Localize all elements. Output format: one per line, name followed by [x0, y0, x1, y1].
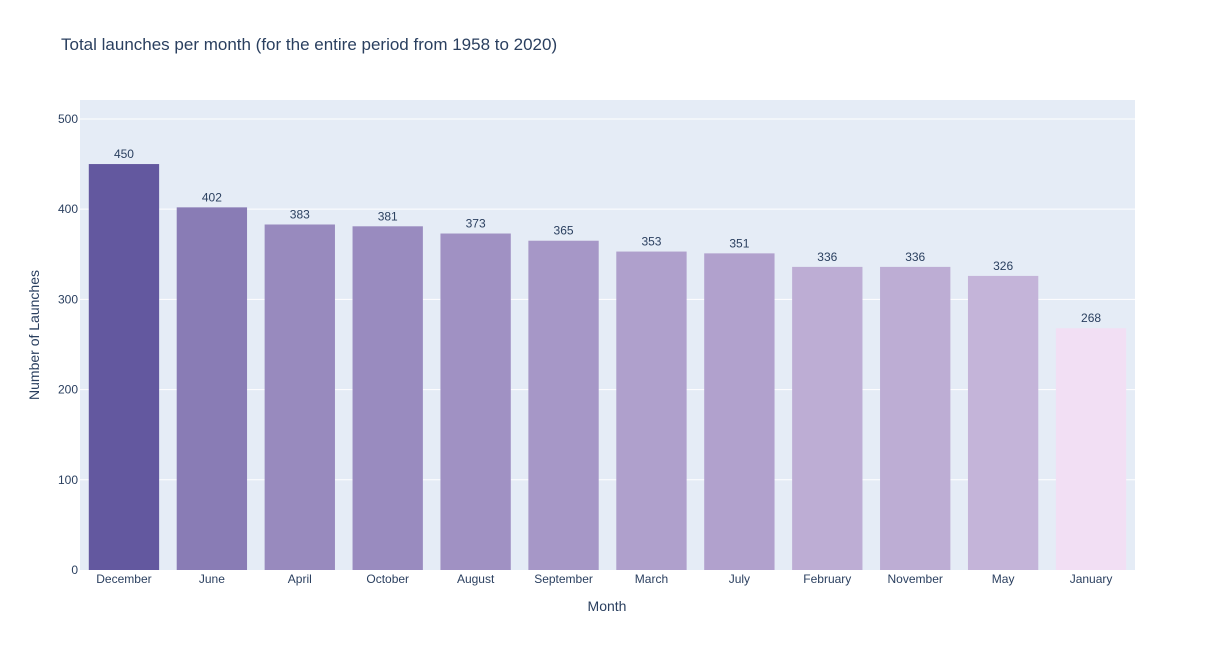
bar-june: [176, 207, 248, 570]
bars: [88, 164, 1127, 571]
bar-march: [616, 251, 687, 571]
bar-labels: 450 402 383 381 373 365 353 351 336 336 326 268: [114, 147, 1101, 325]
bar-july: [704, 253, 775, 570]
y-tick-label: 300: [58, 292, 78, 306]
chart-title: Total launches per month (for the entire…: [61, 35, 557, 54]
x-tick-label: June: [199, 572, 225, 586]
bar-value-label: 268: [1081, 311, 1101, 325]
bar-value-label: 336: [905, 250, 925, 264]
x-tick-label: April: [288, 572, 312, 586]
bar-april: [264, 224, 335, 570]
x-tick-label: December: [96, 572, 151, 586]
y-tick-label: 500: [58, 112, 78, 126]
bar-value-label: 373: [466, 217, 486, 231]
bar-september: [528, 240, 599, 570]
x-tick-label: March: [635, 572, 668, 586]
y-tick-label: 400: [58, 202, 78, 216]
bar-value-label: 336: [817, 250, 837, 264]
bar-august: [440, 233, 511, 570]
bar-value-label: 353: [641, 235, 661, 249]
bar-january: [1055, 328, 1127, 570]
gridlines: [80, 118, 1135, 481]
plot-area: [80, 100, 1135, 570]
bar-value-label: 383: [290, 207, 310, 221]
bar-value-label: 381: [378, 209, 398, 223]
x-tick-label: May: [992, 572, 1015, 586]
y-tick-label: 100: [58, 473, 78, 487]
bar-value-label: 402: [202, 190, 222, 204]
x-axis-title: Month: [588, 598, 627, 614]
x-tick-label: October: [366, 572, 409, 586]
bar-february: [792, 266, 863, 570]
bar-december: [88, 164, 160, 570]
bar-value-label: 365: [554, 224, 574, 238]
x-tick-label: August: [457, 572, 495, 586]
x-tick-label: September: [534, 572, 593, 586]
x-tick-label: February: [803, 572, 851, 586]
y-tick-label: 0: [71, 563, 78, 577]
y-axis-ticks: 0 100 200 300 400 500: [58, 112, 78, 577]
bar-value-label: 326: [993, 259, 1013, 273]
bar-value-label: 450: [114, 147, 134, 161]
bar-value-label: 351: [729, 236, 749, 250]
y-axis-title: Number of Launches: [26, 270, 42, 400]
x-tick-label: November: [888, 572, 943, 586]
x-tick-label: July: [729, 572, 750, 586]
x-axis-ticks: December June April October August September M…: [96, 572, 1112, 586]
y-tick-label: 200: [58, 383, 78, 397]
x-tick-label: January: [1070, 572, 1113, 586]
bar-october: [352, 226, 423, 570]
bar-november: [880, 266, 951, 570]
bar-may: [967, 275, 1039, 570]
